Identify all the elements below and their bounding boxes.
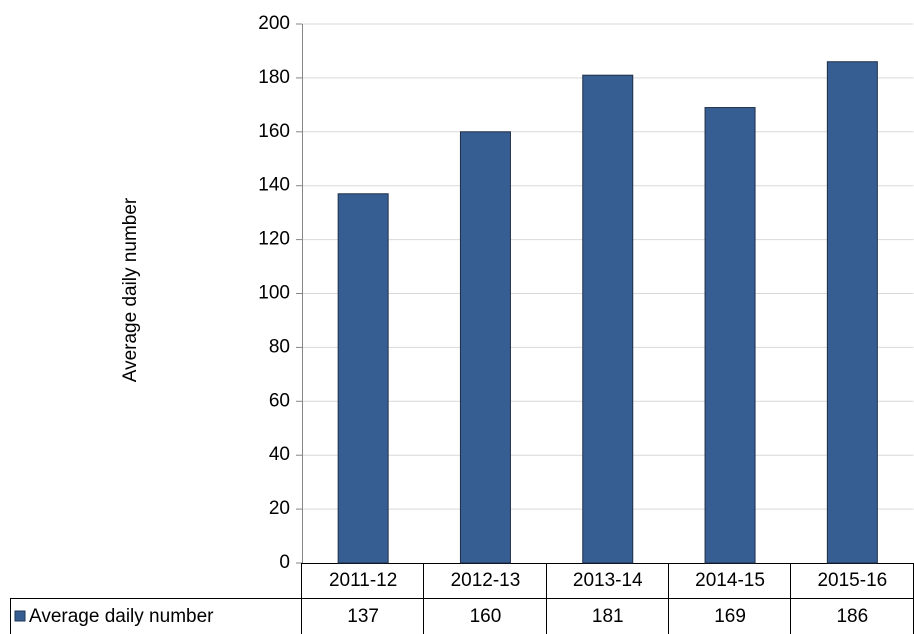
- table-value: 186: [836, 606, 868, 627]
- legend-label: Average daily number: [29, 606, 214, 627]
- y-tick-label: 60: [269, 390, 290, 411]
- x-tick-label: 2012-13: [451, 570, 521, 591]
- table-value: 181: [592, 606, 624, 627]
- table-value: 169: [714, 606, 746, 627]
- legend-swatch: [14, 610, 26, 622]
- y-axis-label: Average daily number: [120, 197, 141, 382]
- y-tick-label: 200: [258, 13, 290, 34]
- x-tick-label: 2015-16: [817, 570, 887, 591]
- y-tick-label: 140: [258, 175, 290, 196]
- y-tick-label: 80: [269, 336, 290, 357]
- bar: [826, 61, 878, 564]
- table-value: 160: [470, 606, 502, 627]
- y-tick-label: 160: [258, 121, 290, 142]
- bar: [582, 74, 634, 564]
- table-value: 137: [347, 606, 379, 627]
- y-tick-label: 0: [279, 552, 290, 573]
- y-tick-label: 180: [258, 67, 290, 88]
- x-tick-label: 2013-14: [573, 570, 643, 591]
- bar: [337, 193, 389, 564]
- y-tick-label: 100: [258, 283, 290, 304]
- x-tick-label: 2011-12: [329, 570, 397, 591]
- y-tick-label: 40: [269, 444, 290, 465]
- y-tick-label: 120: [258, 229, 290, 250]
- bar: [704, 107, 756, 564]
- y-tick-label: 20: [269, 498, 290, 519]
- bar: [459, 131, 511, 564]
- x-tick-label: 2014-15: [695, 570, 765, 591]
